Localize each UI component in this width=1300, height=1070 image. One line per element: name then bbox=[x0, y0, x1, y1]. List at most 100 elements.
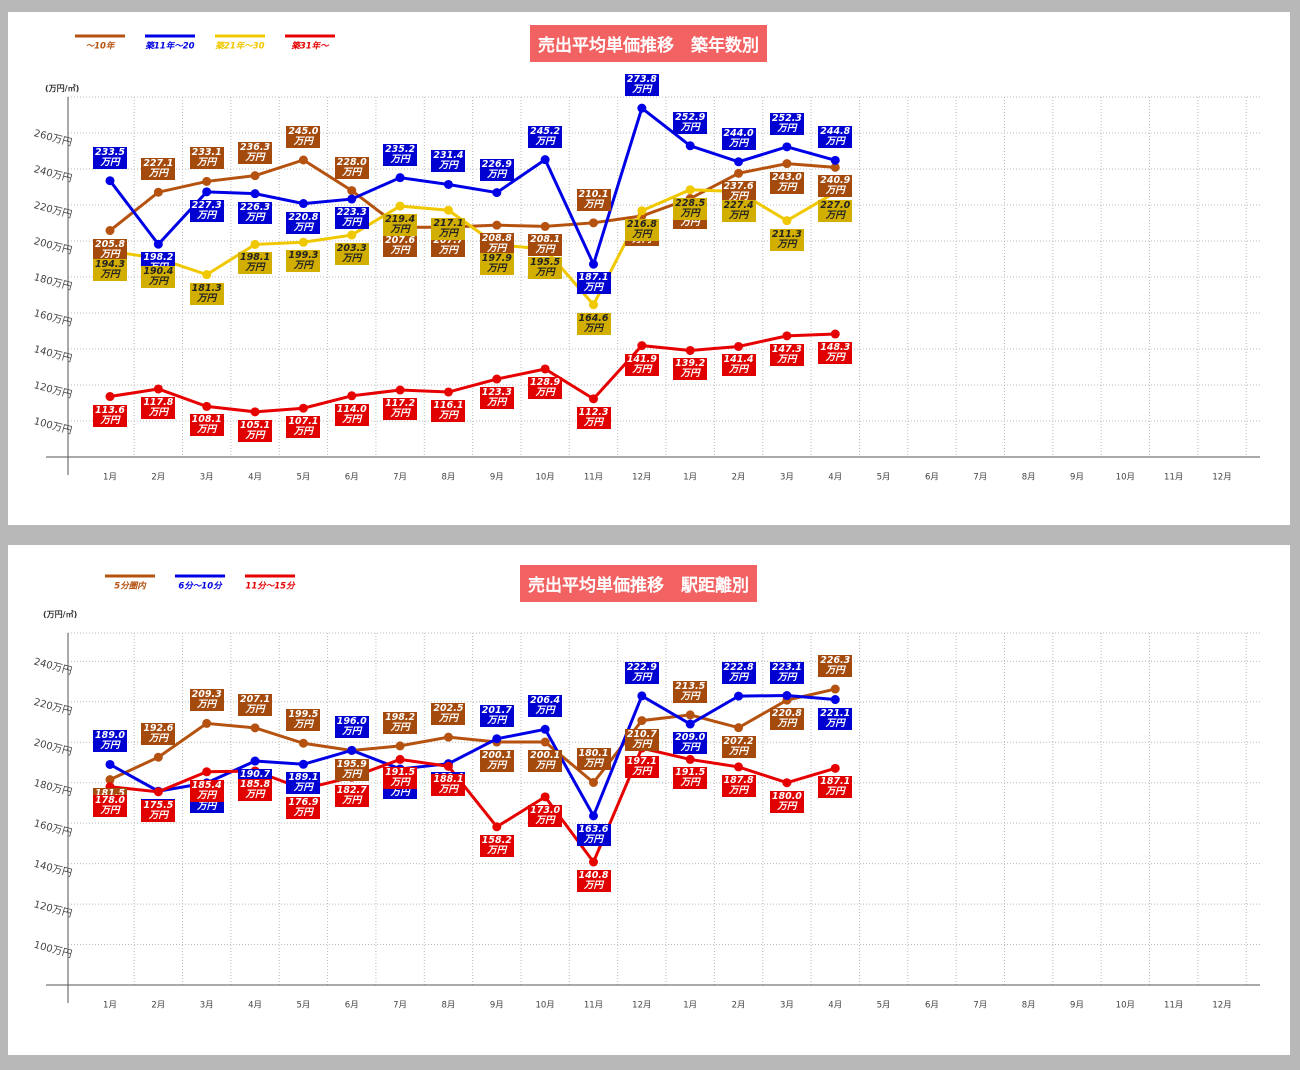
x-tick-label: 8月 bbox=[1022, 1001, 1036, 1011]
y-tick-label: 240万円 bbox=[32, 164, 73, 185]
data-label: 200.1万円 bbox=[479, 750, 514, 773]
x-tick-label: 1月 bbox=[103, 1001, 117, 1011]
data-label: 207.6万円 bbox=[383, 235, 418, 258]
legend-label: 11分～15分 bbox=[245, 581, 296, 592]
data-point bbox=[395, 385, 405, 395]
data-label: 112.3万円 bbox=[576, 406, 611, 429]
x-tick-label: 3月 bbox=[200, 473, 214, 483]
x-tick-label: 6月 bbox=[345, 473, 359, 483]
data-point bbox=[492, 374, 502, 384]
data-label: 227.0万円 bbox=[818, 200, 853, 223]
data-point bbox=[782, 778, 792, 788]
data-label: 226.9万円 bbox=[479, 158, 514, 181]
data-label: 176.9万円 bbox=[286, 796, 321, 819]
x-tick-label: 2月 bbox=[732, 473, 746, 483]
y-axis-label: (万円/㎡) bbox=[43, 610, 78, 619]
x-tick-label: 2月 bbox=[151, 1001, 165, 1011]
data-point bbox=[589, 259, 598, 269]
data-point bbox=[105, 226, 115, 236]
data-label: 185.4万円 bbox=[189, 779, 224, 802]
y-tick-label: 220万円 bbox=[32, 200, 73, 221]
y-tick-label: 120万円 bbox=[32, 899, 73, 920]
data-point bbox=[347, 391, 357, 401]
data-label: 141.9万円 bbox=[624, 353, 659, 376]
data-point bbox=[250, 723, 260, 733]
data-label: 202.5万円 bbox=[431, 703, 466, 726]
data-point bbox=[782, 142, 792, 152]
x-tick-label: 10月 bbox=[1116, 1001, 1135, 1011]
x-tick-label: 2月 bbox=[732, 1001, 746, 1011]
chart-title: 売出平均単価推移 駅距離別 bbox=[520, 565, 757, 602]
y-tick-label: 200万円 bbox=[32, 737, 73, 758]
data-point bbox=[202, 718, 212, 728]
data-point bbox=[685, 719, 695, 729]
data-label: 207.2万円 bbox=[721, 735, 756, 758]
data-label: 213.5万円 bbox=[673, 680, 708, 703]
x-tick-label: 7月 bbox=[973, 473, 987, 483]
data-label: 209.0万円 bbox=[673, 732, 708, 755]
data-point bbox=[153, 239, 163, 249]
data-point bbox=[298, 738, 308, 748]
data-label: 123.3万円 bbox=[479, 387, 514, 410]
data-label: 187.1万円 bbox=[818, 776, 853, 799]
legend-label: 築11年～20 bbox=[144, 41, 194, 52]
data-label: 211.3万円 bbox=[769, 228, 804, 251]
data-point bbox=[540, 724, 550, 734]
data-label: 231.4万円 bbox=[431, 150, 466, 173]
data-label: 220.8万円 bbox=[769, 708, 804, 731]
data-point bbox=[105, 775, 115, 785]
data-label: 210.1万円 bbox=[576, 188, 611, 211]
y-tick-label: 140万円 bbox=[32, 859, 73, 880]
x-tick-label: 8月 bbox=[441, 473, 455, 483]
data-label: 187.8万円 bbox=[721, 774, 756, 797]
data-point bbox=[492, 822, 502, 832]
data-label: 233.5万円 bbox=[93, 146, 127, 169]
x-tick-label: 2月 bbox=[151, 473, 165, 483]
data-label: 180.1万円 bbox=[576, 748, 611, 771]
data-label: 217.1万円 bbox=[431, 218, 466, 241]
data-label: 216.8万円 bbox=[624, 218, 659, 241]
chart-title: 売出平均単価推移 築年数別 bbox=[530, 25, 767, 62]
data-point bbox=[589, 218, 598, 228]
series-line bbox=[109, 687, 836, 785]
x-tick-label: 7月 bbox=[393, 1001, 407, 1011]
data-label: 223.1万円 bbox=[769, 661, 804, 684]
data-label: 187.1万円 bbox=[576, 272, 611, 295]
data-point bbox=[202, 401, 212, 411]
data-point bbox=[153, 384, 163, 394]
data-label: 245.2万円 bbox=[528, 125, 563, 148]
data-point bbox=[105, 176, 115, 186]
data-label: 197.9万円 bbox=[479, 252, 514, 275]
chart-panel: 100万円 120万円 140万円 160万円 180万円 200万円 220万円 240万円… bbox=[8, 545, 1290, 1055]
data-point bbox=[782, 159, 792, 169]
data-label: 175.5万円 bbox=[141, 799, 176, 822]
data-label: 199.5万円 bbox=[286, 709, 321, 732]
x-tick-label: 11月 bbox=[1164, 1001, 1183, 1011]
data-label: 200.1万円 bbox=[528, 750, 563, 773]
data-point bbox=[685, 185, 695, 195]
legend-label: ～10年 bbox=[86, 41, 116, 52]
y-tick-label: 160万円 bbox=[32, 308, 73, 329]
x-tick-label: 9月 bbox=[1070, 473, 1084, 483]
data-point bbox=[782, 216, 792, 226]
data-label: 182.7万円 bbox=[334, 785, 369, 808]
y-tick-label: 120万円 bbox=[32, 380, 73, 401]
data-label: 114.0万円 bbox=[334, 403, 369, 426]
x-tick-label: 12月 bbox=[1212, 1001, 1231, 1011]
data-point bbox=[443, 761, 453, 771]
data-label: 209.3万円 bbox=[189, 689, 224, 712]
data-label: 107.1万円 bbox=[286, 416, 321, 439]
data-label: 178.0万円 bbox=[93, 794, 127, 817]
data-label: 198.1万円 bbox=[238, 252, 273, 275]
y-tick-label: 100万円 bbox=[32, 416, 73, 437]
data-label: 210.7万円 bbox=[624, 728, 659, 751]
x-tick-label: 11月 bbox=[584, 1001, 603, 1011]
x-tick-label: 6月 bbox=[345, 1001, 359, 1011]
x-tick-label: 5月 bbox=[296, 473, 310, 483]
y-tick-label: 200万円 bbox=[32, 236, 73, 257]
data-label: 227.4万円 bbox=[721, 199, 756, 222]
data-point bbox=[153, 787, 163, 797]
data-point bbox=[492, 188, 502, 198]
data-point bbox=[540, 221, 550, 231]
data-point bbox=[685, 754, 695, 764]
